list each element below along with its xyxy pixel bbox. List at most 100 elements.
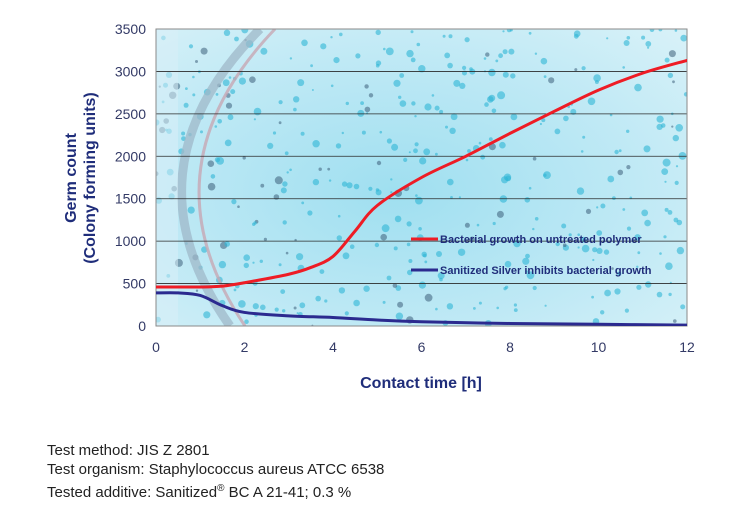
colony-dot <box>667 210 673 215</box>
colony-dot <box>483 57 487 60</box>
colony-dot <box>675 165 679 168</box>
colony-dot <box>622 66 625 69</box>
colony-dot <box>233 288 237 292</box>
colony-dot <box>301 39 308 47</box>
colony-dot <box>668 292 672 297</box>
colony-dot <box>656 115 664 123</box>
colony-dot <box>353 183 360 190</box>
colony-dot <box>311 89 314 91</box>
colony-dot <box>488 137 493 142</box>
colony-dot <box>195 289 199 292</box>
colony-dot <box>260 304 266 311</box>
colony-dot <box>342 252 350 260</box>
colony-dot <box>614 149 619 155</box>
colony-dot <box>673 217 679 223</box>
colony-dot <box>656 123 663 130</box>
colony-dot <box>336 235 342 241</box>
colony-dot <box>596 230 603 236</box>
colony-dot <box>574 68 578 72</box>
colony-dot <box>278 263 282 267</box>
colony-dot <box>192 93 196 97</box>
colony-dot <box>418 65 426 73</box>
colony-dot <box>431 94 435 97</box>
colony-dot <box>528 31 532 35</box>
colony-dot <box>645 41 652 47</box>
colony-dot <box>324 299 328 303</box>
x-tick-label: 2 <box>241 339 249 355</box>
colony-dot <box>634 83 642 92</box>
colony-dot <box>207 182 216 191</box>
colony-dot <box>614 288 621 295</box>
colony-dot <box>274 307 279 312</box>
colony-dot <box>636 265 639 268</box>
colony-dot <box>609 113 613 117</box>
colony-dot <box>513 303 518 307</box>
colony-dot <box>661 168 669 176</box>
colony-dot <box>364 106 371 113</box>
colony-dot <box>263 237 267 241</box>
colony-dot <box>674 29 678 32</box>
colony-dot <box>345 101 349 106</box>
colony-dot <box>272 131 277 135</box>
colony-dot <box>284 151 289 156</box>
colony-dot <box>524 197 531 203</box>
colony-dot <box>467 149 471 153</box>
colony-dot <box>267 142 274 149</box>
colony-dot <box>532 285 537 291</box>
colony-dot <box>218 260 227 269</box>
colony-dot <box>505 175 512 182</box>
colony-dot <box>394 215 402 223</box>
legend-label-untreated: Bacterial growth on untreated polymer <box>440 234 642 246</box>
colony-dot <box>504 260 512 268</box>
colony-dot <box>585 208 592 214</box>
colony-dot <box>492 221 496 226</box>
colony-dot <box>297 79 305 87</box>
colony-dot <box>252 303 259 310</box>
colony-dot <box>397 301 404 308</box>
colony-dot <box>641 35 646 40</box>
colony-dot <box>644 219 651 227</box>
colony-dot <box>464 222 470 228</box>
colony-dot <box>355 53 361 59</box>
colony-dot <box>260 183 265 188</box>
colony-dot <box>446 303 454 310</box>
colony-dot <box>253 118 256 121</box>
colony-dot <box>296 253 304 261</box>
colony-dot <box>444 52 451 59</box>
colony-dot <box>496 306 500 310</box>
colony-dot <box>386 275 392 281</box>
colony-dot <box>664 57 670 63</box>
colony-dot <box>603 249 610 255</box>
colony-dot <box>253 221 257 225</box>
colony-dot <box>282 181 288 187</box>
colony-dot <box>278 121 282 125</box>
colony-dot <box>422 253 427 258</box>
colony-dot <box>562 243 567 247</box>
colony-dot <box>320 43 327 50</box>
colony-dot <box>353 299 360 307</box>
colony-dot <box>673 319 677 323</box>
colony-dot <box>497 91 506 100</box>
colony-dot <box>469 67 473 71</box>
colony-dot <box>285 251 289 255</box>
colony-dot <box>224 139 232 147</box>
colony-dot <box>243 262 249 269</box>
colony-dot <box>596 247 603 254</box>
colony-dot <box>607 175 615 183</box>
colony-dot <box>289 57 293 60</box>
colony-dot <box>301 201 305 205</box>
colony-dot <box>399 100 407 107</box>
petri-dish-background <box>156 29 687 326</box>
colony-dot <box>363 285 370 292</box>
colony-dot <box>436 251 442 257</box>
x-tick-label: 4 <box>329 339 337 355</box>
colony-dot <box>385 47 394 56</box>
colony-dot <box>476 223 480 227</box>
colony-dot <box>419 157 427 165</box>
colony-dot <box>375 63 380 68</box>
colony-dot <box>374 242 380 248</box>
colony-dot <box>634 234 641 241</box>
colony-dot <box>510 73 516 79</box>
colony-dot <box>680 304 686 310</box>
colony-dot <box>391 143 399 151</box>
